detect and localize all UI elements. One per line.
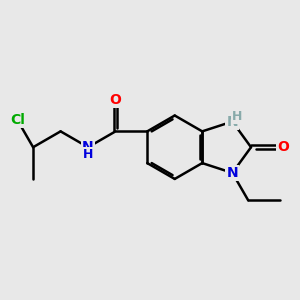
Text: O: O xyxy=(110,93,122,106)
Text: Cl: Cl xyxy=(10,113,25,127)
Text: N: N xyxy=(82,140,94,154)
Text: H: H xyxy=(232,110,242,123)
Text: H: H xyxy=(83,148,93,161)
Text: N: N xyxy=(226,166,238,180)
Text: N: N xyxy=(226,115,238,129)
Text: O: O xyxy=(277,140,289,154)
